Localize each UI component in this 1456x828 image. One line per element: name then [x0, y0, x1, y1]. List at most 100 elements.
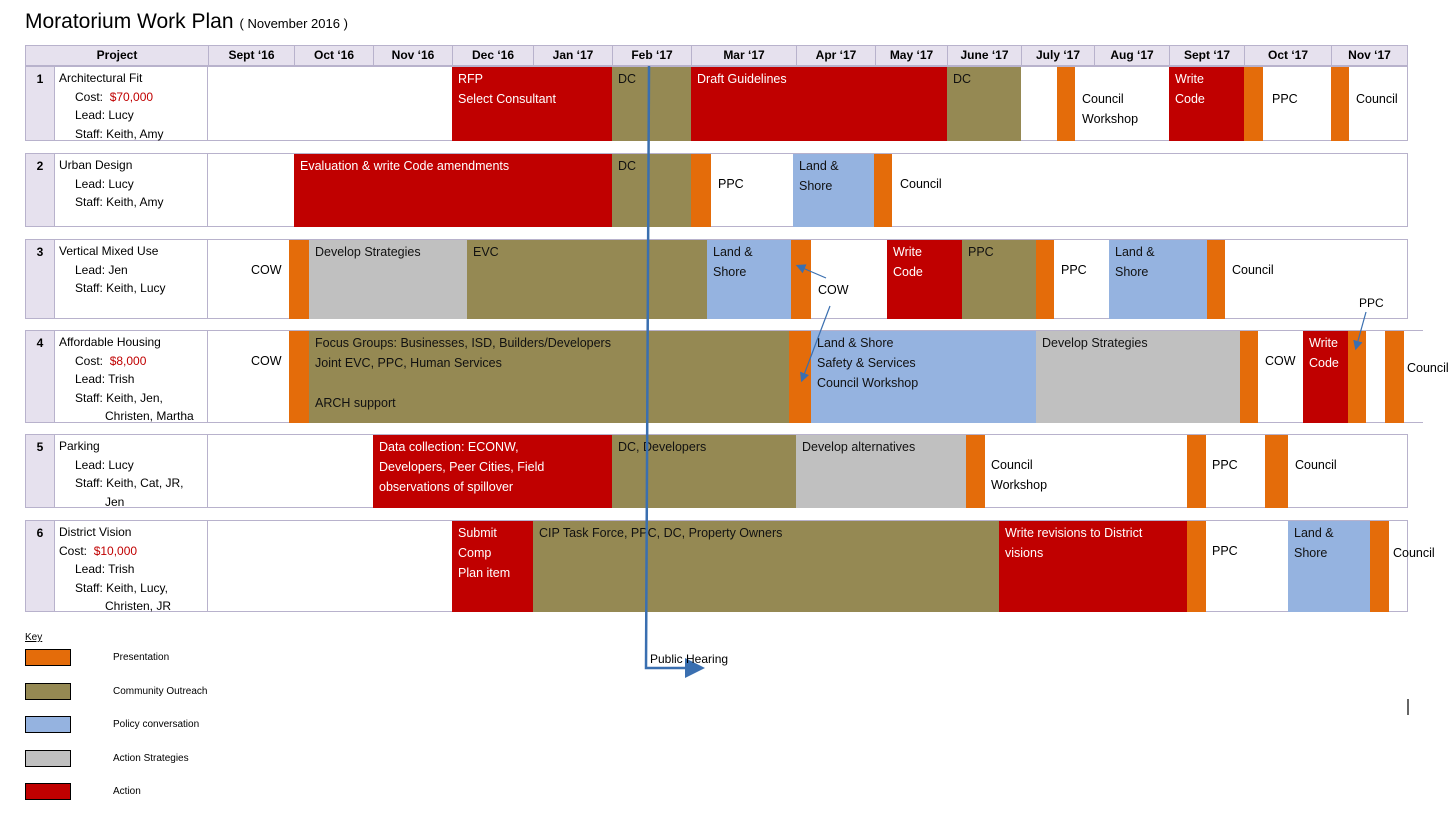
- project-info: Affordable Housing Cost: $8,000 Lead: Tr…: [59, 333, 194, 426]
- block-community-outreach: PPC: [962, 240, 1036, 319]
- project-row-urban-design: 2 Urban Design Lead: Lucy Staff: Keith, …: [25, 153, 1408, 227]
- block-text-ppc: PPC: [1212, 544, 1238, 558]
- column-divider: [207, 67, 208, 140]
- project-info: Architectural Fit Cost: $70,000 Lead: Lu…: [59, 69, 164, 143]
- block-text-ppc: PPC: [718, 177, 744, 191]
- block-action-strategies: Develop Strategies: [309, 240, 467, 319]
- block-policy-conversation: Land & Shore: [1288, 521, 1370, 612]
- project-cost: Cost: $70,000: [75, 89, 154, 104]
- project-row-vertical-mixed-use: 3 Vertical Mixed Use Lead: Jen Staff: Ke…: [25, 239, 1408, 319]
- block-policy-conversation: Land & Shore: [707, 240, 791, 319]
- annotation-ppc: PPC: [1359, 296, 1384, 310]
- block-text-ppc: PPC: [1061, 263, 1087, 277]
- project-lead: Lead: Lucy: [75, 457, 134, 472]
- key-swatch-policy-conversation: [25, 716, 71, 733]
- block-text-council: Council: [1295, 458, 1337, 472]
- block-action: Draft Guidelines: [691, 67, 947, 141]
- project-lead: Lead: Trish: [75, 372, 135, 386]
- block-presentation: [1187, 521, 1206, 612]
- row-number: 2: [26, 154, 55, 226]
- block-action: RFP Select Consultant: [452, 67, 612, 141]
- column-divider: [207, 521, 208, 611]
- block-text-council: Council: [1356, 92, 1398, 106]
- project-cost: Cost: $10,000: [59, 543, 138, 558]
- header-month-dec16: Dec ‘16: [452, 46, 533, 65]
- block-text-council: Council: [1407, 361, 1449, 375]
- project-name: Vertical Mixed Use: [59, 244, 159, 258]
- project-info: Urban Design Lead: Lucy Staff: Keith, Am…: [59, 156, 164, 212]
- key-label-community-outreach: Community Outreach: [113, 686, 208, 697]
- timeline-header: Project Sept ‘16 Oct ‘16 Nov ‘16 Dec ‘16…: [25, 45, 1408, 66]
- block-community-outreach: DC: [612, 154, 691, 227]
- key-label-action-strategies: Action Strategies: [113, 753, 189, 764]
- project-staff-cont: Christen, JR: [105, 599, 172, 613]
- block-presentation: [691, 154, 711, 227]
- block-community-outreach: EVC: [467, 240, 707, 319]
- block-text-council-workshop: Council Workshop: [1082, 92, 1139, 126]
- key-label-action: Action: [113, 786, 141, 797]
- block-presentation: [791, 240, 811, 319]
- block-presentation: [1331, 67, 1349, 141]
- header-month-nov17: Nov ‘17: [1331, 46, 1407, 65]
- row-number: 6: [26, 521, 55, 611]
- block-presentation: [1244, 67, 1263, 141]
- block-action: Write Code: [1169, 67, 1244, 141]
- header-month-oct17: Oct ‘17: [1244, 46, 1331, 65]
- project-row-parking: 5 Parking Lead: Lucy Staff: Keith, Cat, …: [25, 434, 1408, 511]
- project-staff: Staff: Keith, Lucy: [75, 281, 166, 295]
- block-policy-conversation: Land & Shore: [793, 154, 874, 227]
- block-community-outreach: DC: [612, 67, 691, 141]
- block-presentation: [1036, 240, 1054, 319]
- column-divider: [207, 154, 208, 226]
- row-number: 4: [26, 331, 55, 422]
- project-staff: Staff: Keith, Jen,: [75, 390, 163, 405]
- block-presentation: [966, 435, 985, 508]
- project-name: Architectural Fit: [59, 71, 143, 85]
- block-action: Evaluation & write Code amendments: [294, 154, 612, 227]
- project-row-district-vision: 6 District Vision Cost: $10,000 Lead: Tr…: [25, 520, 1435, 613]
- block-presentation: [1187, 435, 1206, 508]
- block-policy-conversation: Land & Shore Safety & Services Council Wor…: [811, 331, 1036, 423]
- project-cost: Cost: $8,000: [75, 353, 147, 368]
- project-row-architectural-fit: 1 Architectural Fit Cost: $70,000 Lead: …: [25, 66, 1408, 141]
- key-label-policy-conversation: Policy conversation: [113, 719, 200, 730]
- block-action-strategies: Develop Strategies: [1036, 331, 1240, 423]
- title-date: ( November 2016 ): [239, 16, 348, 31]
- key-title: Key: [25, 632, 43, 643]
- key-label-presentation: Presentation: [113, 652, 170, 663]
- block-text-council: Council: [1232, 263, 1274, 277]
- header-month-aug17: Aug ‘17: [1094, 46, 1169, 65]
- row-number: 1: [26, 67, 55, 140]
- project-name: Affordable Housing: [59, 335, 161, 349]
- project-name: Urban Design: [59, 158, 133, 172]
- block-action: Data collection: ECONW, Developers, Peer …: [373, 435, 612, 508]
- block-policy-conversation: Land & Shore: [1109, 240, 1207, 319]
- block-text-cow: COW: [1265, 354, 1296, 368]
- project-info: Parking Lead: Lucy Staff: Keith, Cat, JR…: [59, 437, 184, 511]
- block-presentation: [1385, 331, 1404, 423]
- block-presentation: [874, 154, 892, 227]
- block-action: Write Code: [887, 240, 962, 319]
- key-swatch-action: [25, 783, 71, 800]
- block-community-outreach: DC, Developers: [612, 435, 796, 508]
- row-number: 5: [26, 435, 55, 507]
- block-community-outreach: DC: [947, 67, 1021, 141]
- block-action-strategies: Develop alternatives: [796, 435, 966, 508]
- block-text-cow: COW: [251, 354, 282, 368]
- header-month-oct16: Oct ‘16: [294, 46, 373, 65]
- block-presentation: [1370, 521, 1389, 612]
- project-info: District Vision Cost: $10,000 Lead: Tris…: [59, 523, 171, 616]
- block-presentation: [789, 331, 811, 423]
- column-divider: [207, 240, 208, 318]
- project-lead: Lead: Jen: [75, 262, 128, 277]
- block-presentation: [1240, 331, 1258, 423]
- block-presentation: [1207, 240, 1225, 319]
- project-lead: Lead: Lucy: [75, 176, 134, 191]
- header-month-july17: July ‘17: [1021, 46, 1094, 65]
- block-community-outreach: CIP Task Force, PPC, DC, Property Owners: [533, 521, 999, 612]
- project-lead: Lead: Lucy: [75, 108, 134, 122]
- header-project: Project: [96, 48, 138, 62]
- project-staff-cont: Christen, Martha: [105, 409, 194, 423]
- header-month-may17: May ‘17: [875, 46, 947, 65]
- block-text-cow: COW: [818, 283, 849, 297]
